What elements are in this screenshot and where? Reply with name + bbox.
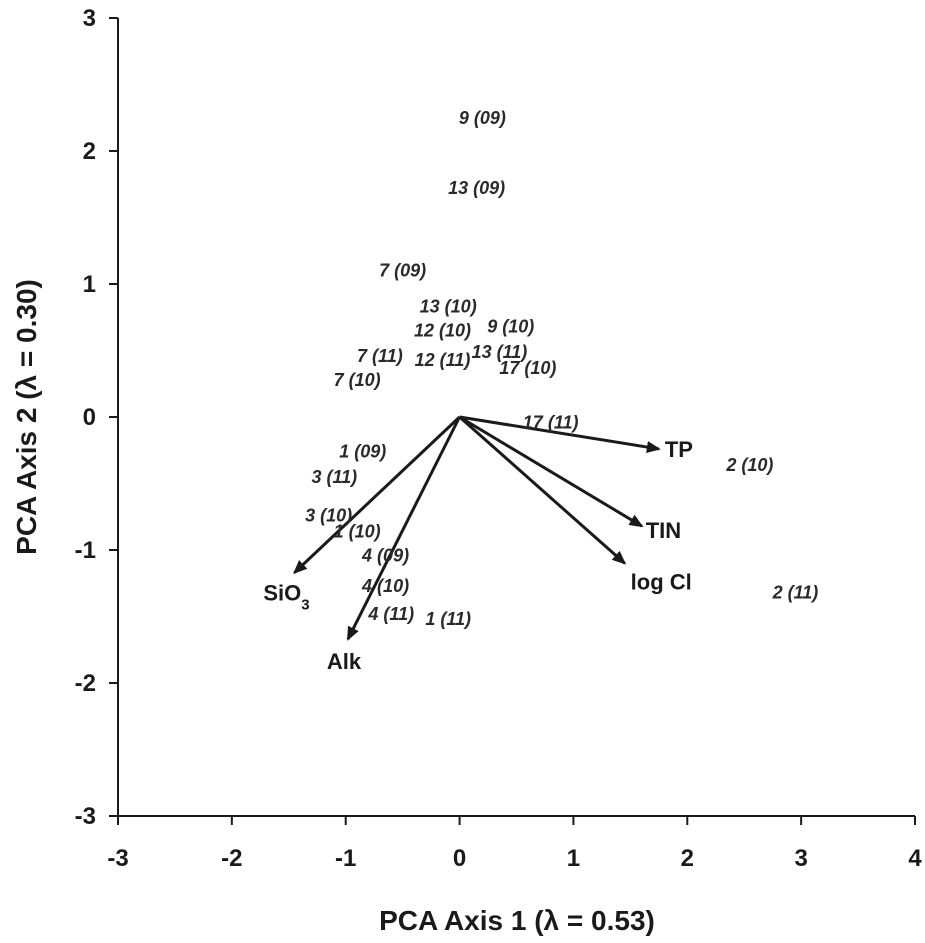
- vector-arrow: [293, 415, 461, 574]
- point-label: 13 (09): [448, 178, 505, 198]
- point-label: 1 (10): [334, 521, 381, 541]
- points: 9 (09) 13 (09) 7 (09) 13 (10) 12 (10) 9 (10) 7…: [305, 108, 818, 629]
- point-label: 17 (10): [499, 358, 556, 378]
- point-label: 13 (11): [472, 342, 528, 362]
- point-label: 7 (09): [379, 261, 426, 281]
- vector-label: TIN: [646, 518, 681, 543]
- x-tick-label: 4: [908, 845, 922, 872]
- x-tick-label: 0: [453, 845, 466, 872]
- x-tick-label: -2: [221, 845, 242, 872]
- y-axis-title: PCA Axis 2 (λ = 0.30): [11, 279, 42, 555]
- point-label: 17 (11): [523, 412, 579, 432]
- vector-label: SiO3: [263, 581, 309, 614]
- x-axis-title: PCA Axis 1 (λ = 0.53): [379, 905, 655, 936]
- y-tick-label: 2: [83, 138, 96, 165]
- vector-arrow: [346, 416, 461, 641]
- point-label: 13 (10): [420, 297, 477, 317]
- vector-label: Alk: [327, 649, 362, 674]
- point-label: 2 (10): [725, 455, 773, 475]
- y-tick-label: 1: [83, 271, 96, 298]
- point-label: 4 (09): [361, 545, 409, 565]
- vector-label: log Cl: [631, 569, 692, 594]
- point-label: 7 (10): [334, 370, 381, 390]
- y-tick-label: -1: [75, 537, 96, 564]
- vector-arrow: [459, 415, 661, 453]
- point-label: 3 (11): [311, 467, 357, 487]
- point-label: 4 (10): [361, 576, 409, 596]
- point-label: 9 (10): [487, 317, 534, 337]
- x-axis-ticks: -3 -2 -1 0 1 2 3 4: [107, 816, 922, 872]
- vectors: TP TIN log Cl SiO3 Alk: [263, 415, 693, 674]
- point-label: 1 (09): [339, 442, 386, 462]
- x-tick-label: 1: [567, 845, 580, 872]
- point-label: 4 (11): [367, 604, 414, 624]
- x-tick-label: -1: [335, 845, 356, 872]
- vector-arrow: [458, 415, 627, 565]
- y-tick-label: -3: [75, 803, 96, 830]
- point-label: 3 (10): [305, 505, 352, 525]
- point-label: 7 (11): [357, 346, 403, 366]
- x-tick-label: 2: [681, 845, 694, 872]
- y-axis-ticks: -3 -2 -1 0 1 2 3: [75, 5, 118, 830]
- point-label: 1 (11): [425, 609, 471, 629]
- vector-arrow: [458, 415, 644, 528]
- y-tick-label: -2: [75, 670, 96, 697]
- x-tick-label: -3: [107, 845, 128, 872]
- point-label: 2 (11): [772, 583, 819, 603]
- point-label: 9 (09): [459, 108, 506, 128]
- axes: [117, 18, 915, 817]
- point-label: 12 (11): [415, 350, 471, 370]
- x-tick-label: 3: [794, 845, 807, 872]
- y-tick-label: 0: [83, 404, 96, 431]
- vector-label: TP: [665, 437, 693, 462]
- point-label: 12 (10): [414, 321, 471, 341]
- vector-label-subscript: 3: [301, 596, 309, 613]
- y-tick-label: 3: [83, 5, 96, 32]
